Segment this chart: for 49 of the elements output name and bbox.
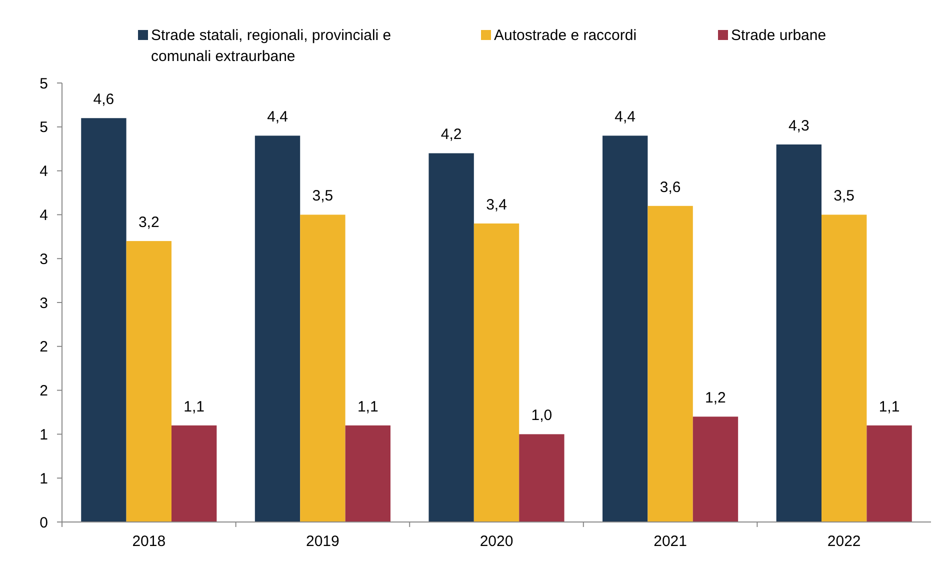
bar [126,241,172,522]
y-tick-label: 2 [40,338,48,356]
bar [345,425,390,522]
data-label: 1,1 [878,398,900,416]
data-label: 3,6 [660,178,681,196]
x-tick-label: 2020 [480,533,514,550]
data-label: 3,2 [138,214,160,232]
data-label: 1,2 [705,390,726,407]
y-tick-label: 0 [40,514,48,532]
x-tick-label: 2021 [654,533,687,550]
bar [81,118,126,522]
x-tick-label: 2018 [132,533,166,550]
bar [428,153,474,522]
y-tick-label: 2 [40,382,48,400]
legend-label: Strade urbane [731,27,826,44]
data-label: 4,3 [788,117,810,134]
data-label: 1,0 [531,407,552,424]
bar [822,214,867,522]
x-tick-label: 2022 [827,533,861,550]
y-tick-label: 5 [40,119,48,136]
bar [602,136,648,522]
y-tick-label: 1 [40,470,48,488]
bar [474,223,520,522]
y-tick-label: 4 [40,206,48,224]
bar [776,144,822,522]
bar [866,425,912,522]
data-label: 4,4 [614,108,636,126]
legend-label: Autostrade e raccordi [494,27,637,44]
bar [692,416,738,522]
y-tick-label: 5 [40,75,48,92]
bar [519,434,564,522]
data-label: 3,4 [486,196,507,214]
data-label: 3,5 [834,188,855,205]
data-label: 4,4 [267,108,288,126]
y-tick-label: 1 [40,426,48,444]
y-tick-label: 3 [40,250,48,268]
data-label: 1,1 [184,398,205,416]
bar [648,206,693,522]
data-label: 4,6 [93,91,114,108]
data-label: 4,2 [440,126,462,144]
data-label: 1,1 [357,398,378,416]
legend-label: Strade statali, regionali, provinciali e comunali extraurbane [151,27,392,65]
bar [254,136,300,522]
bar [171,425,217,522]
x-tick-label: 2019 [306,533,340,550]
y-tick-label: 3 [40,294,48,312]
bar [300,214,346,522]
y-tick-label: 4 [40,163,48,180]
data-label: 3,5 [312,188,334,205]
